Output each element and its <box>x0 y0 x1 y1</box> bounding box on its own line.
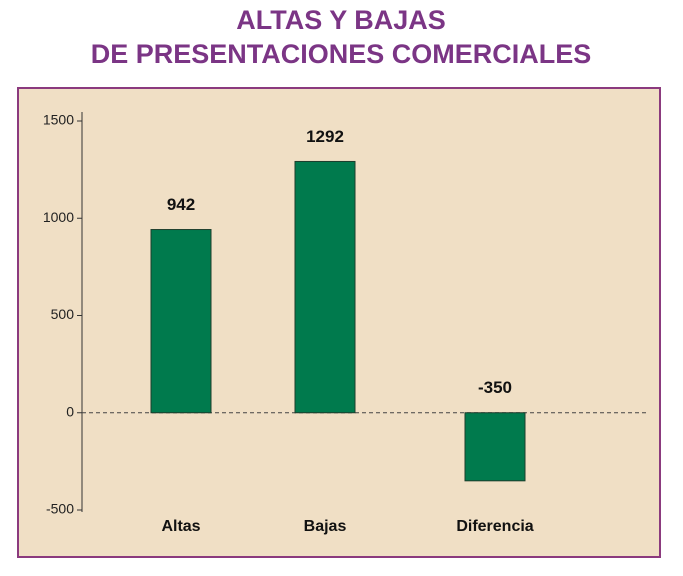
y-tick-label: -500 <box>46 501 74 517</box>
value-label: -350 <box>478 378 512 397</box>
value-label: 1292 <box>306 127 344 146</box>
y-tick-label: 1000 <box>43 209 74 225</box>
y-tick-label: 0 <box>66 403 74 419</box>
chart-title: ALTAS Y BAJAS <box>236 5 446 35</box>
x-tick-label: Bajas <box>304 518 347 535</box>
x-tick-label: Altas <box>161 518 200 535</box>
x-tick-label: Diferencia <box>456 518 533 535</box>
bar <box>464 412 526 482</box>
y-tick-label: 1500 <box>43 112 74 128</box>
y-tick-label: 500 <box>51 306 75 322</box>
chart-title: DE PRESENTACIONES COMERCIALES <box>91 39 592 69</box>
bar <box>294 160 356 414</box>
value-label: 942 <box>167 195 195 214</box>
bar <box>150 229 212 414</box>
